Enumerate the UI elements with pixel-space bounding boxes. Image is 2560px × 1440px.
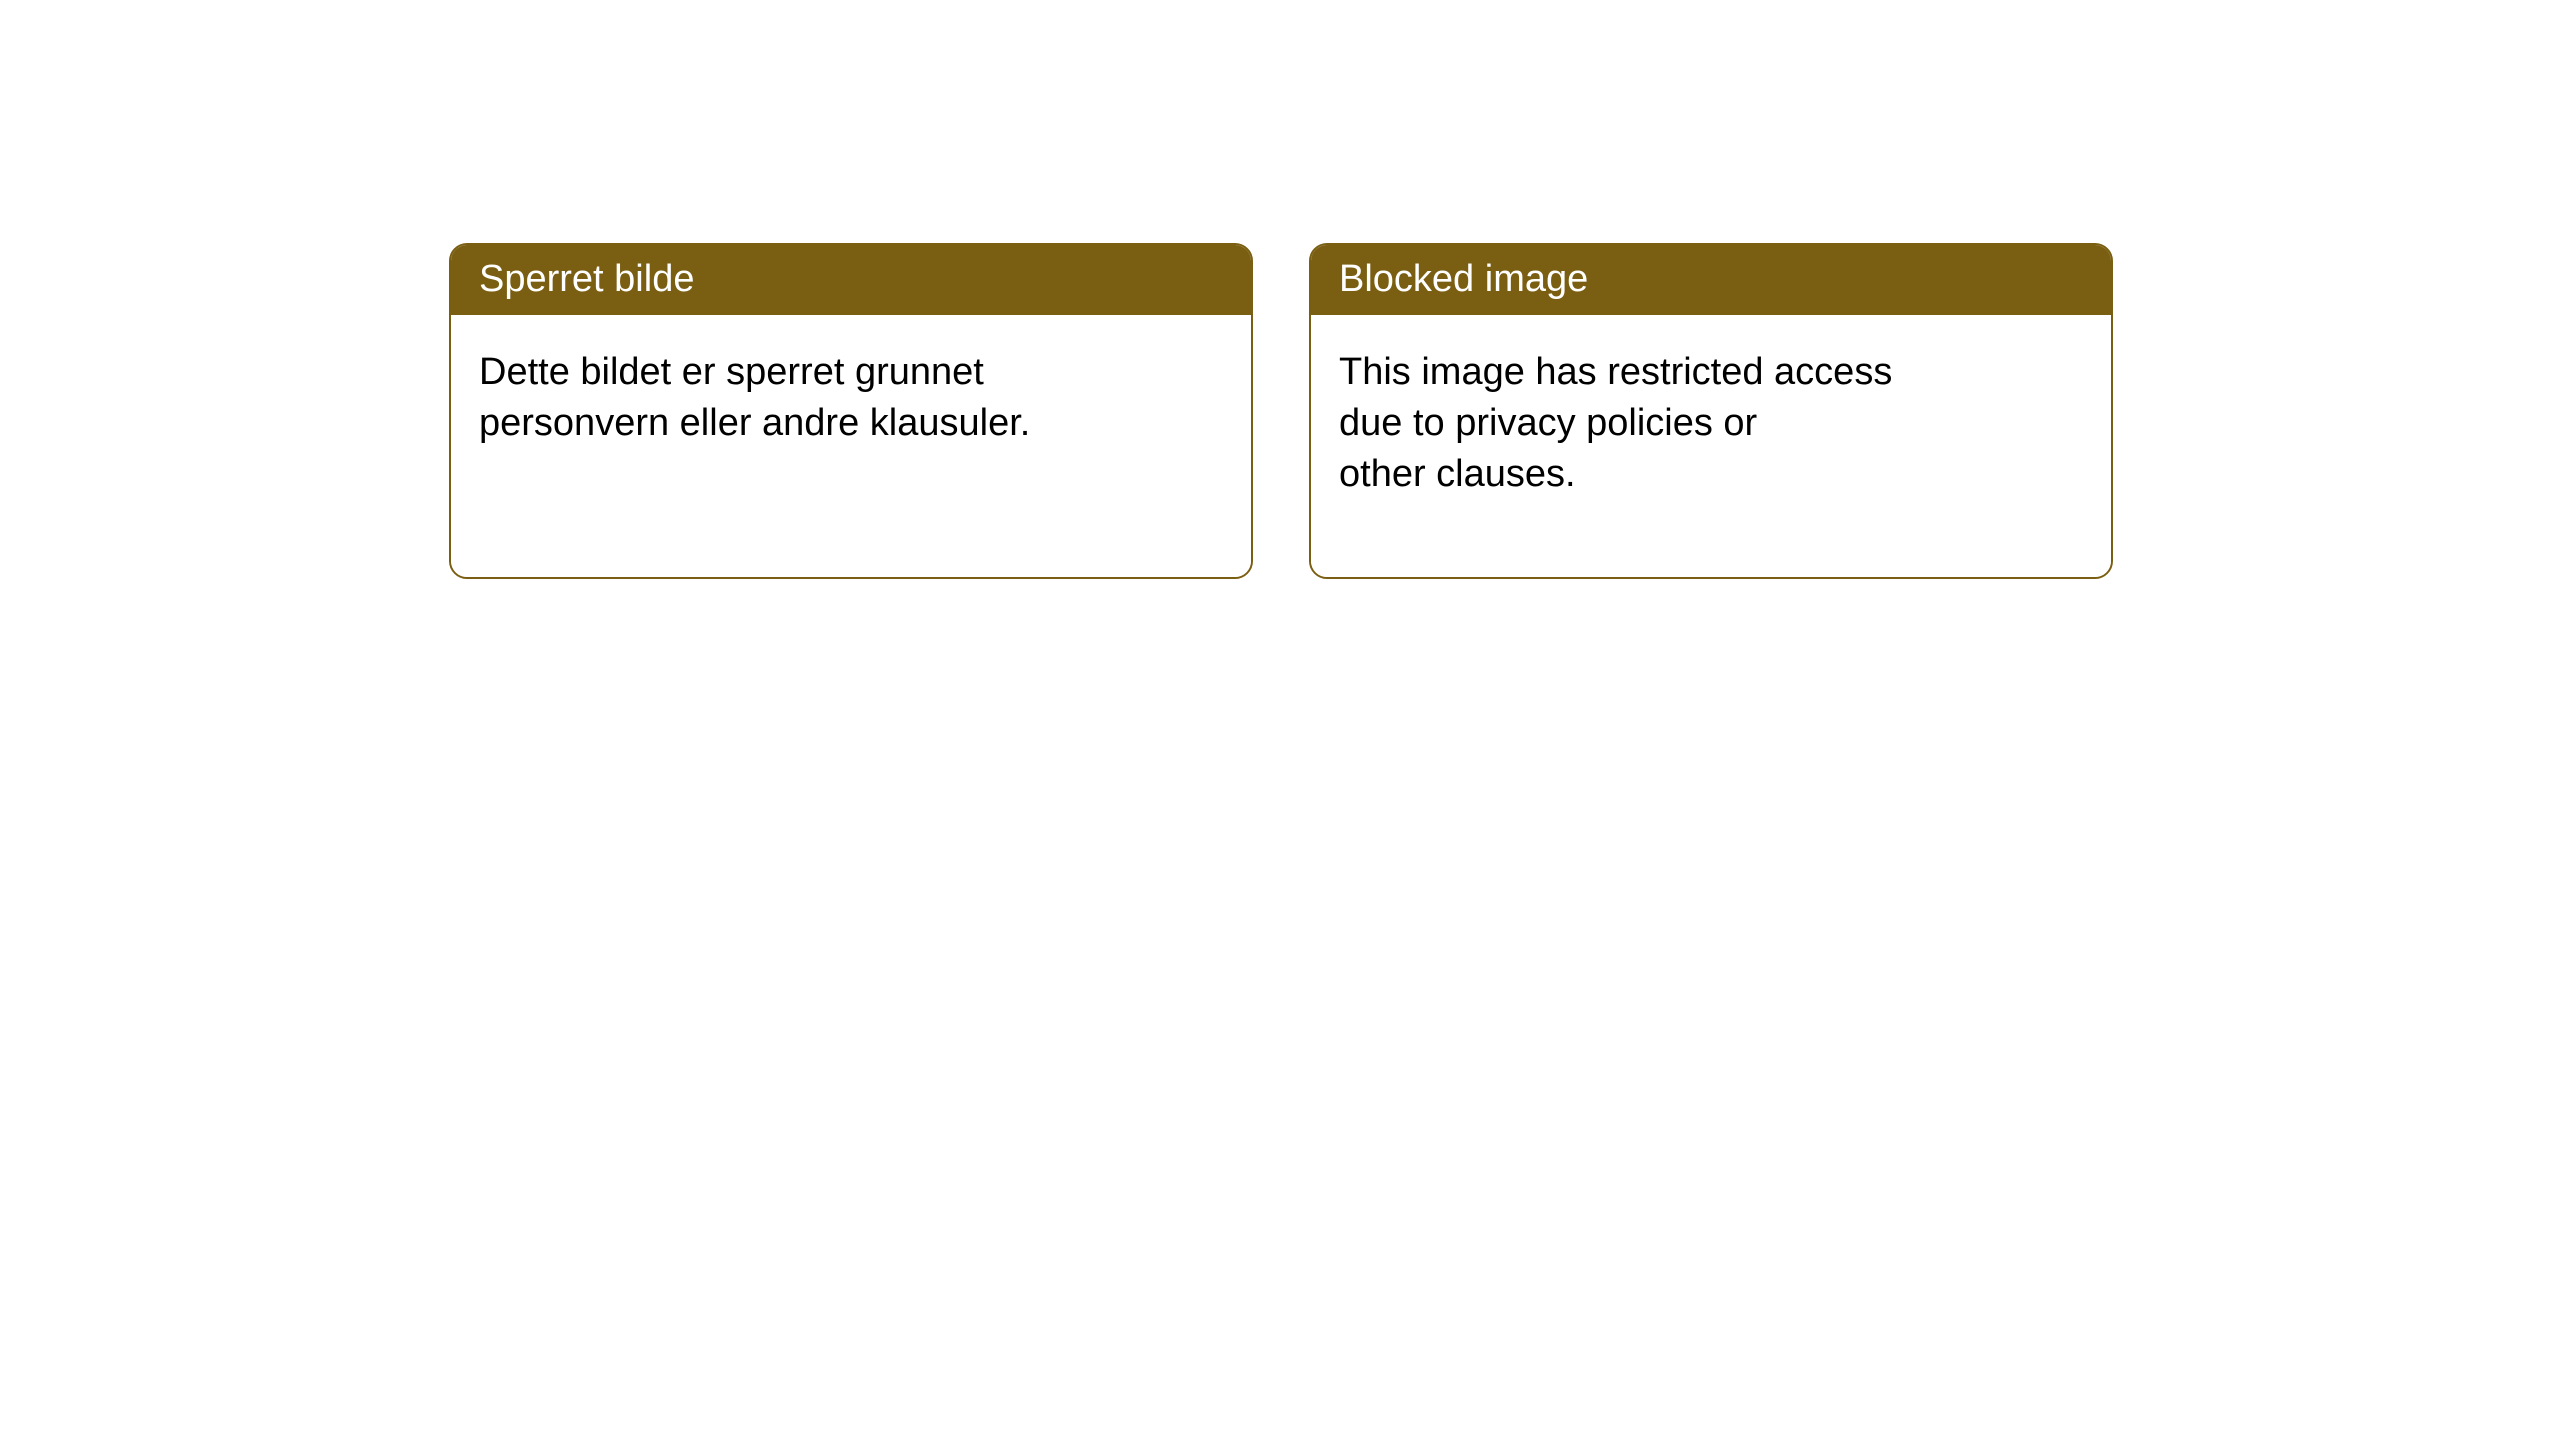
notice-header: Sperret bilde: [451, 245, 1251, 315]
notice-card-english: Blocked image This image has restricted …: [1309, 243, 2113, 579]
notice-body: Dette bildet er sperret grunnet personve…: [451, 315, 1251, 577]
notice-header: Blocked image: [1311, 245, 2111, 315]
notice-card-norwegian: Sperret bilde Dette bildet er sperret gr…: [449, 243, 1253, 579]
notice-body: This image has restricted access due to …: [1311, 315, 2111, 577]
notice-container: Sperret bilde Dette bildet er sperret gr…: [0, 0, 2560, 579]
